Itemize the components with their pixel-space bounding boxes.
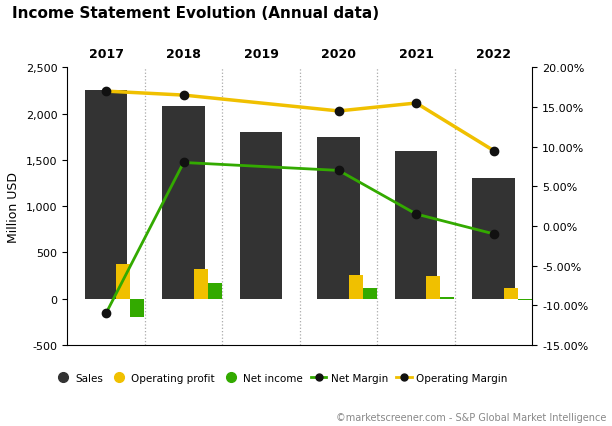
Bar [207,283,222,299]
Bar [193,269,207,299]
Bar [130,299,144,317]
Bar [363,288,376,299]
Bar [395,151,438,299]
Bar [426,277,440,299]
Legend: Sales, Operating profit, Net income, Net Margin, Operating Margin: Sales, Operating profit, Net income, Net… [51,368,512,387]
Bar [349,276,363,299]
Bar [518,299,532,301]
Text: 2017: 2017 [89,48,124,61]
Bar [317,137,360,299]
Text: 2018: 2018 [166,48,201,61]
Bar [162,107,205,299]
Bar [504,288,518,299]
Bar [440,297,454,299]
Text: 2022: 2022 [476,48,511,61]
Bar [472,179,515,299]
Y-axis label: Million USD: Million USD [7,171,20,242]
Text: Income Statement Evolution (Annual data): Income Statement Evolution (Annual data) [12,6,379,21]
Bar [116,265,130,299]
Text: 2019: 2019 [244,48,278,61]
Bar [84,91,127,299]
Text: 2021: 2021 [398,48,434,61]
Text: 2020: 2020 [321,48,356,61]
Text: ©marketscreener.com - S&P Global Market Intelligence: ©marketscreener.com - S&P Global Market … [335,412,606,422]
Bar [240,133,283,299]
